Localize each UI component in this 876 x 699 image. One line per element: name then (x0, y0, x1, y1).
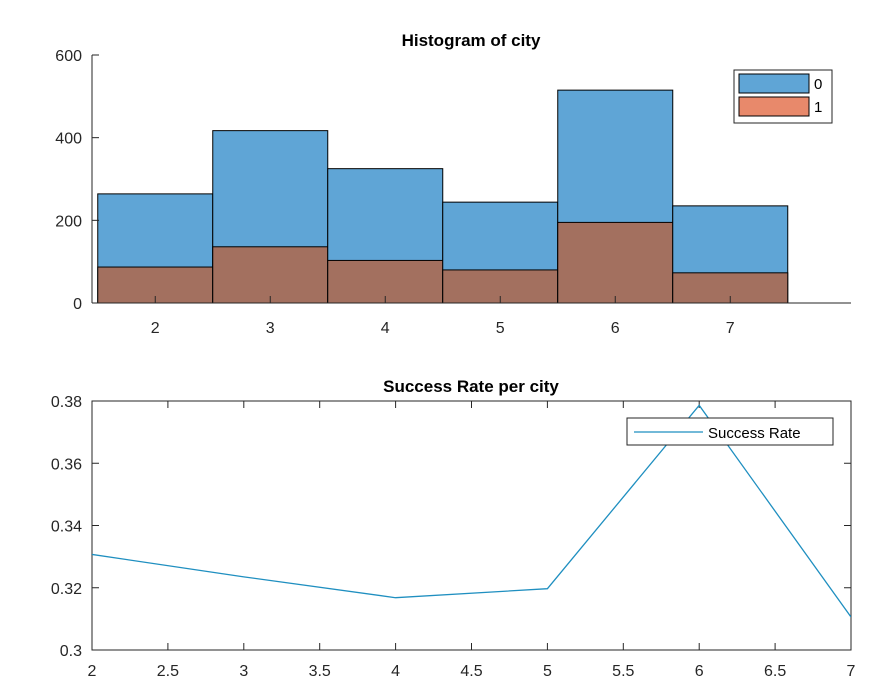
histogram-y-tick-label: 0 (73, 296, 82, 313)
success-rate-x-tick-label: 4.5 (460, 663, 482, 680)
success-rate-x-tick-label: 4 (391, 663, 400, 680)
success-rate-legend: Success Rate (626, 417, 834, 446)
success-rate-x-tick-label: 5.5 (612, 663, 634, 680)
success-rate-y-tick-label: 0.3 (60, 643, 82, 660)
histogram-bars (97, 89, 789, 304)
success-rate-x-tick-label: 3.5 (309, 663, 331, 680)
success-rate-chart: Success Rate per city 0.30.320.340.360.3… (51, 377, 856, 680)
histogram-y-tick-label: 600 (55, 48, 82, 65)
legend-swatch-1 (738, 96, 810, 117)
success-rate-axes: 0.3 0.32 0.34 0.36 0.38 2 2.5 3 3.5 4 4.5 5 5.5 6 6.5 7 (51, 394, 856, 680)
success-rate-x-tick-label: 5 (543, 663, 552, 680)
bar-series-1-6 (557, 221, 674, 304)
success-rate-x-tick-label: 7 (847, 663, 856, 680)
success-rate-x-tick-label: 3 (239, 663, 248, 680)
legend-swatch-0 (738, 73, 810, 94)
success-rate-x-tick-label: 2 (88, 663, 97, 680)
bar-series-1-3 (212, 246, 329, 304)
success-rate-x-tick-label: 6.5 (764, 663, 786, 680)
histogram-x-tick-label: 2 (151, 320, 160, 337)
histogram-x-tick-label: 3 (266, 320, 275, 337)
histogram-y-tick-label: 400 (55, 131, 82, 148)
success-rate-y-tick-label: 0.34 (51, 519, 82, 536)
histogram-x-tick-label: 6 (611, 320, 620, 337)
success-rate-x-tick-label: 2.5 (157, 663, 179, 680)
success-rate-y-tick-label: 0.32 (51, 581, 82, 598)
success-rate-title: Success Rate per city (383, 377, 559, 396)
histogram-x-tick-label: 7 (726, 320, 735, 337)
legend-label-1: 1 (814, 99, 822, 116)
histogram-axes: 0 200 400 600 2 3 4 5 6 7 (55, 48, 851, 337)
success-rate-x-tick-label: 6 (695, 663, 704, 680)
histogram-x-tick-label: 5 (496, 320, 505, 337)
histogram-legend: 01 (733, 69, 833, 124)
legend-label-0: 0 (814, 76, 822, 93)
success-rate-y-tick-label: 0.36 (51, 456, 82, 473)
histogram-x-tick-label: 4 (381, 320, 390, 337)
legend-label-success-rate: Success Rate (708, 425, 801, 442)
histogram-title: Histogram of city (402, 31, 541, 50)
success-rate-y-tick-label: 0.38 (51, 394, 82, 411)
histogram-y-tick-label: 200 (55, 213, 82, 230)
